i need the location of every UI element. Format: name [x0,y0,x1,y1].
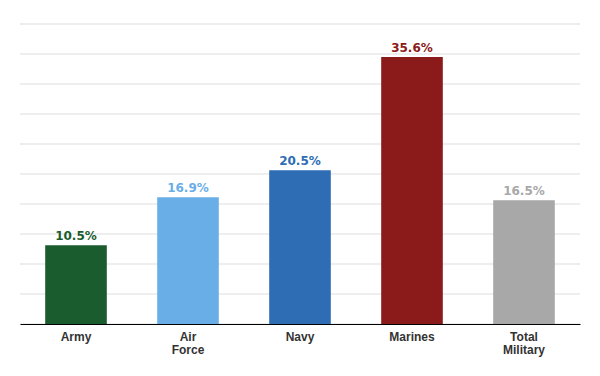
x-tick-label: Marines [389,330,435,344]
grid-line [20,114,580,115]
grid [20,24,580,324]
chart: Army AirForce Navy Marines TotalMilitary 10.5… [0,0,600,376]
x-tick-label: Army [61,330,92,344]
grid-line [20,84,580,85]
grid-line [20,54,580,55]
data-label: 16.9% [167,181,209,195]
bar [269,170,331,324]
x-tick: Marines [389,330,435,344]
bar [45,245,107,324]
x-axis-line [21,324,581,325]
data-label: 20.5% [279,154,321,168]
grid-line [20,144,580,145]
data-label: 35.6% [391,41,433,55]
bar [381,57,443,324]
data-labels: 10.5% 16.9% 20.5% 35.6% 16.5% [55,41,545,243]
x-axis: Army AirForce Navy Marines TotalMilitary [21,325,581,358]
x-tick: Navy [286,330,315,344]
plot: Army AirForce Navy Marines TotalMilitary 10.5… [20,24,581,357]
data-label: 16.5% [503,184,545,198]
x-tick-label: Navy [286,330,315,344]
data-label: 10.5% [55,229,97,243]
bar [157,197,219,324]
bar [493,200,555,324]
x-tick: AirForce [172,330,205,358]
x-tick-label: TotalMilitary [503,330,545,358]
x-tick: Army [61,330,92,344]
grid-line [20,24,580,25]
bars [45,57,555,324]
x-tick: TotalMilitary [503,330,545,358]
x-tick-label: AirForce [172,330,205,358]
